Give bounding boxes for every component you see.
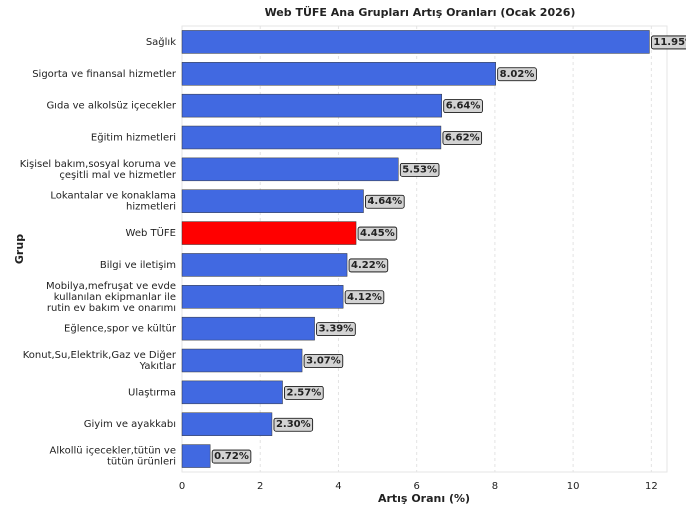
y-tick-label: Sağlık	[146, 36, 176, 48]
value-label-box	[344, 290, 385, 305]
x-axis-label: Artış Oranı (%)	[378, 492, 470, 505]
value-label: 6.64%	[446, 101, 481, 112]
y-tick-label: Web TÜFE	[126, 226, 176, 239]
bar	[181, 221, 357, 245]
bar	[181, 444, 211, 468]
x-tick-label: 10	[567, 481, 580, 492]
y-tick-label: Eğlence,spor ve kültür	[64, 323, 177, 335]
value-label: 11.95%	[653, 37, 686, 48]
x-tick-label: 0	[179, 481, 185, 492]
x-tick-label: 8	[492, 481, 498, 492]
x-tick-label: 4	[335, 481, 341, 492]
value-label-box	[442, 131, 483, 145]
bar	[181, 62, 496, 86]
value-label: 4.12%	[347, 292, 382, 303]
chart-title: Web TÜFE Ana Grupları Artış Oranları (Oc…	[265, 5, 576, 19]
value-label: 4.45%	[360, 228, 395, 239]
y-tick-label: Konut,Su,Elektrik,Gaz ve Diğer Yakıtlar	[23, 349, 177, 372]
value-label-box	[211, 449, 252, 464]
bar	[181, 412, 273, 436]
bar	[181, 189, 364, 213]
x-tick-label: 12	[645, 481, 658, 492]
value-label: 0.72%	[214, 451, 249, 462]
value-label: 4.64%	[367, 196, 402, 207]
value-label-box	[284, 385, 324, 400]
value-label-box	[357, 226, 398, 241]
value-label: 3.39%	[319, 324, 354, 335]
y-tick-label: Mobilya,mefruşat ve evde kullanılan ekipm…	[46, 281, 176, 314]
value-label: 6.62%	[445, 133, 480, 144]
bar	[181, 93, 442, 118]
y-tick-label: Bilgi ve iletişim	[100, 260, 176, 271]
y-tick-label: Giyim ve ayakkabı	[84, 419, 176, 430]
y-tick-label: Gıda ve alkolsüz içecekler	[46, 101, 176, 112]
bar	[181, 348, 303, 373]
value-label-box	[316, 322, 356, 337]
y-tick-label: Ulaştırma	[128, 387, 176, 398]
bar	[181, 30, 650, 54]
y-tick-label: Sigorta ve finansal hizmetler	[32, 69, 177, 80]
bar	[181, 316, 315, 341]
value-label-box	[650, 35, 686, 50]
y-tick-label: Lokantalar ve konaklama hizmetleri	[50, 191, 176, 213]
y-tick-label: Alkollü içecekler,tütün ve tütün ürünleri	[50, 446, 176, 468]
y-tick-label: Kişisel bakım,sosyal koruma ve çeşitli ma…	[20, 159, 177, 181]
value-label-box	[443, 99, 483, 114]
bar	[181, 380, 283, 405]
value-label-box	[303, 354, 344, 368]
value-label-box	[497, 67, 537, 82]
bar	[181, 157, 399, 182]
bar	[181, 125, 442, 150]
y-tick-label: Eğitim hizmetleri	[91, 132, 176, 144]
value-label: 2.57%	[287, 387, 322, 398]
value-label-box	[273, 417, 314, 432]
plot-area	[181, 25, 668, 473]
value-label: 4.22%	[351, 260, 386, 271]
value-label: 8.02%	[500, 69, 535, 80]
value-label: 5.53%	[402, 164, 437, 175]
value-label: 3.07%	[306, 356, 341, 367]
value-label-box	[399, 162, 440, 177]
bar	[181, 285, 344, 309]
x-tick-label: 2	[257, 481, 263, 492]
y-axis-label: Grup	[13, 234, 26, 264]
value-label-box	[348, 258, 389, 273]
value-label-box	[365, 194, 405, 209]
x-tick-label: 6	[413, 481, 419, 492]
bar	[181, 253, 348, 277]
value-label: 2.30%	[276, 419, 311, 430]
